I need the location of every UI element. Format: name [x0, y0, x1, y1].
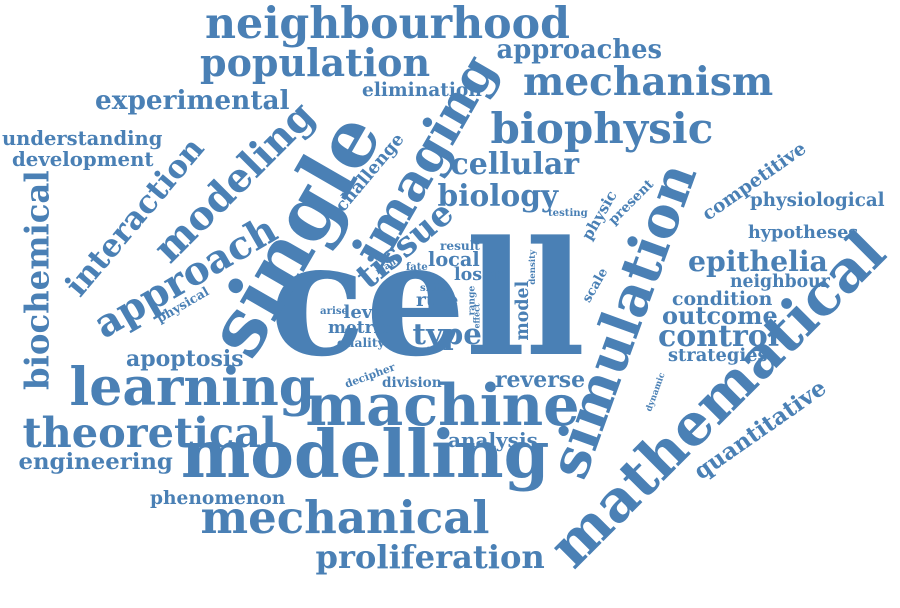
word-population: population — [200, 39, 431, 85]
word-model: model — [513, 280, 534, 341]
word-metric: metric — [328, 317, 391, 338]
word-biochemical: biochemical — [18, 170, 57, 390]
word-quality: quality — [337, 335, 385, 350]
word-reverse: reverse — [495, 367, 586, 393]
word-effect: effect — [472, 302, 482, 329]
word-development: development — [12, 147, 154, 171]
word-mechanism: mechanism — [523, 58, 774, 105]
word-proliferation: proliferation — [315, 538, 545, 576]
word-type: type — [412, 316, 482, 351]
word-competitive: competitive — [698, 138, 811, 226]
word-arise: arise — [320, 304, 349, 317]
word-phenomenon: phenomenon — [150, 487, 286, 509]
word-biophysic: biophysic — [490, 104, 714, 153]
word-control: control — [658, 319, 780, 354]
word-density: density — [527, 249, 538, 285]
word-condition: condition — [672, 287, 773, 310]
word-strategies: strategies — [668, 345, 768, 366]
word-division: division — [382, 375, 442, 391]
word-fate: fate — [406, 261, 428, 273]
word-epithelia: epithelia — [688, 244, 828, 278]
word-modelling: modelling — [181, 416, 550, 493]
word-apoptosis: apoptosis — [126, 346, 244, 372]
word-local: local — [428, 247, 480, 271]
word-understanding: understanding — [2, 127, 163, 150]
word-hypotheses: hypotheses — [748, 222, 859, 243]
word-cell: cell — [269, 207, 586, 392]
word-mechanical: mechanical — [200, 491, 490, 544]
word-engineering: engineering — [18, 448, 173, 475]
word-machine: machine — [305, 370, 580, 439]
word-result: result — [440, 238, 480, 253]
word-experimental: experimental — [95, 85, 290, 116]
word-approaches: approaches — [496, 35, 663, 65]
word-outcome: outcome — [662, 301, 778, 330]
word-biology: biology — [437, 178, 559, 213]
word-neighbourhood: neighbourhood — [205, 0, 570, 49]
word-analysis: analysis — [448, 428, 538, 452]
word-rule: rule — [416, 288, 459, 311]
word-loser: loser — [454, 264, 503, 285]
word-cellular: cellular — [450, 147, 580, 182]
word-learning: learning — [69, 357, 316, 418]
word-testing: testing — [548, 206, 588, 219]
word-shift: shift — [420, 281, 447, 294]
word-theoretical: theoretical — [22, 408, 277, 457]
word-neighbour: neighbour — [730, 271, 830, 292]
word-level: level — [343, 302, 391, 323]
word-physiological: physiological — [750, 190, 885, 211]
word-elimination: elimination — [362, 79, 482, 101]
